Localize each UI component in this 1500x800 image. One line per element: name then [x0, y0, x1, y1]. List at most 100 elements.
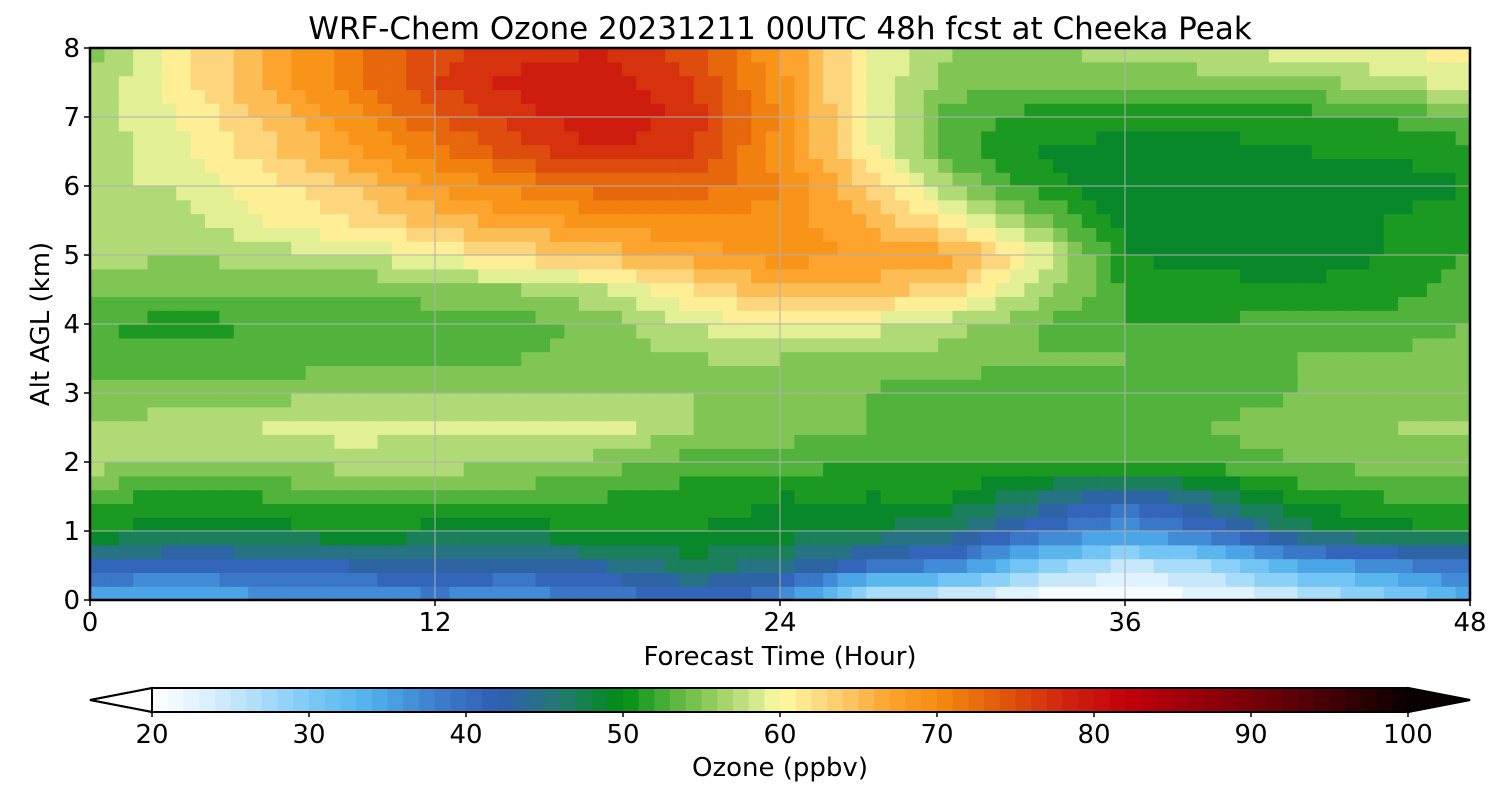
heatmap-cell [1024, 586, 1040, 600]
heatmap-cell [233, 227, 249, 242]
heatmap-cell [1153, 420, 1169, 435]
heatmap-cell [521, 544, 537, 560]
heatmap-cell [1412, 462, 1428, 477]
heatmap-cell [607, 241, 623, 256]
heatmap-cell [851, 172, 867, 187]
heatmap-cell [1010, 255, 1025, 270]
heatmap-cell [1096, 75, 1112, 90]
heatmap-cell [880, 503, 896, 518]
heatmap-cell [262, 462, 278, 477]
heatmap-cell [1081, 475, 1097, 491]
heatmap-cell [923, 448, 939, 463]
heatmap-cell [938, 75, 954, 90]
heatmap-cell [1297, 475, 1313, 491]
heatmap-cell [650, 448, 666, 463]
heatmap-cell [780, 61, 795, 77]
heatmap-cell [1369, 544, 1385, 560]
heatmap-cell [895, 489, 910, 504]
heatmap-cell [1010, 213, 1025, 228]
heatmap-cell [1455, 296, 1470, 311]
heatmap-cell [708, 117, 724, 132]
heatmap-cell [233, 434, 249, 449]
heatmap-cell [1283, 48, 1299, 63]
colorbar-segment [1172, 688, 1189, 712]
heatmap-cell [1311, 130, 1327, 146]
heatmap-cell [1412, 324, 1428, 339]
heatmap-cell [808, 406, 824, 422]
heatmap-cell [1426, 186, 1442, 201]
heatmap-cell [765, 586, 781, 600]
heatmap-cell [1355, 89, 1370, 104]
heatmap-cell [765, 351, 781, 366]
heatmap-cell [780, 434, 795, 449]
heatmap-cell [334, 462, 350, 477]
heatmap-cell [1455, 75, 1470, 90]
heatmap-cell [1038, 351, 1054, 366]
heatmap-cell [1096, 558, 1112, 573]
heatmap-cell [1398, 199, 1414, 215]
heatmap-cell [248, 158, 264, 173]
heatmap-cell [1139, 227, 1155, 242]
heatmap-cell [1024, 296, 1040, 311]
heatmap-cell [966, 586, 982, 600]
heatmap-cell [1024, 241, 1040, 256]
heatmap-cell [1383, 558, 1399, 573]
heatmap-cell [334, 310, 350, 325]
heatmap-cell [363, 75, 379, 90]
heatmap-cell [118, 268, 134, 284]
heatmap-cell [665, 586, 680, 600]
heatmap-cell [952, 296, 968, 311]
heatmap-cell [233, 351, 249, 366]
heatmap-cell [765, 462, 781, 477]
heatmap-cell [1067, 296, 1083, 311]
heatmap-cell [693, 393, 709, 408]
heatmap-cell [435, 517, 450, 532]
heatmap-cell [1426, 75, 1442, 90]
heatmap-cell [348, 158, 364, 173]
heatmap-cell [751, 365, 767, 380]
heatmap-cell [176, 544, 192, 560]
heatmap-cell [133, 75, 149, 90]
y-tick-label: 6 [63, 172, 80, 202]
heatmap-cell [909, 324, 925, 339]
heatmap-cell [305, 558, 321, 573]
heatmap-cell [909, 503, 925, 518]
heatmap-cell [593, 186, 609, 201]
heatmap-cell [1340, 296, 1356, 311]
heatmap-cell [578, 351, 594, 366]
heatmap-cell [736, 186, 752, 201]
heatmap-cell [607, 227, 623, 242]
heatmap-cell [291, 172, 307, 187]
heatmap-cell [823, 393, 839, 408]
heatmap-cell [1355, 406, 1370, 422]
heatmap-cell [607, 503, 623, 518]
heatmap-cell [1340, 324, 1356, 339]
heatmap-cell [205, 462, 220, 477]
heatmap-cell [1455, 324, 1470, 339]
heatmap-cell [90, 158, 105, 173]
heatmap-cell [923, 489, 939, 504]
heatmap-cell [1441, 255, 1457, 270]
heatmap-cell [650, 89, 666, 104]
heatmap-cell [837, 379, 853, 394]
heatmap-cell [679, 75, 695, 90]
heatmap-cell [377, 172, 393, 187]
heatmap-cell [550, 268, 565, 284]
heatmap-cell [1283, 227, 1299, 242]
heatmap-cell [90, 586, 105, 600]
heatmap-cell [1110, 213, 1126, 228]
heatmap-cell [1283, 324, 1299, 339]
heatmap-cell [118, 199, 134, 215]
heatmap-cell [118, 282, 134, 297]
heatmap-cell [363, 48, 379, 63]
heatmap-cell [449, 544, 465, 560]
heatmap-cell [305, 379, 321, 394]
heatmap-cell [320, 282, 335, 297]
heatmap-cell [262, 172, 278, 187]
heatmap-cell [837, 572, 853, 587]
heatmap-cell [736, 268, 752, 284]
heatmap-cell [348, 503, 364, 518]
heatmap-cell [708, 296, 724, 311]
heatmap-cell [1081, 130, 1097, 146]
heatmap-cell [1053, 337, 1069, 353]
